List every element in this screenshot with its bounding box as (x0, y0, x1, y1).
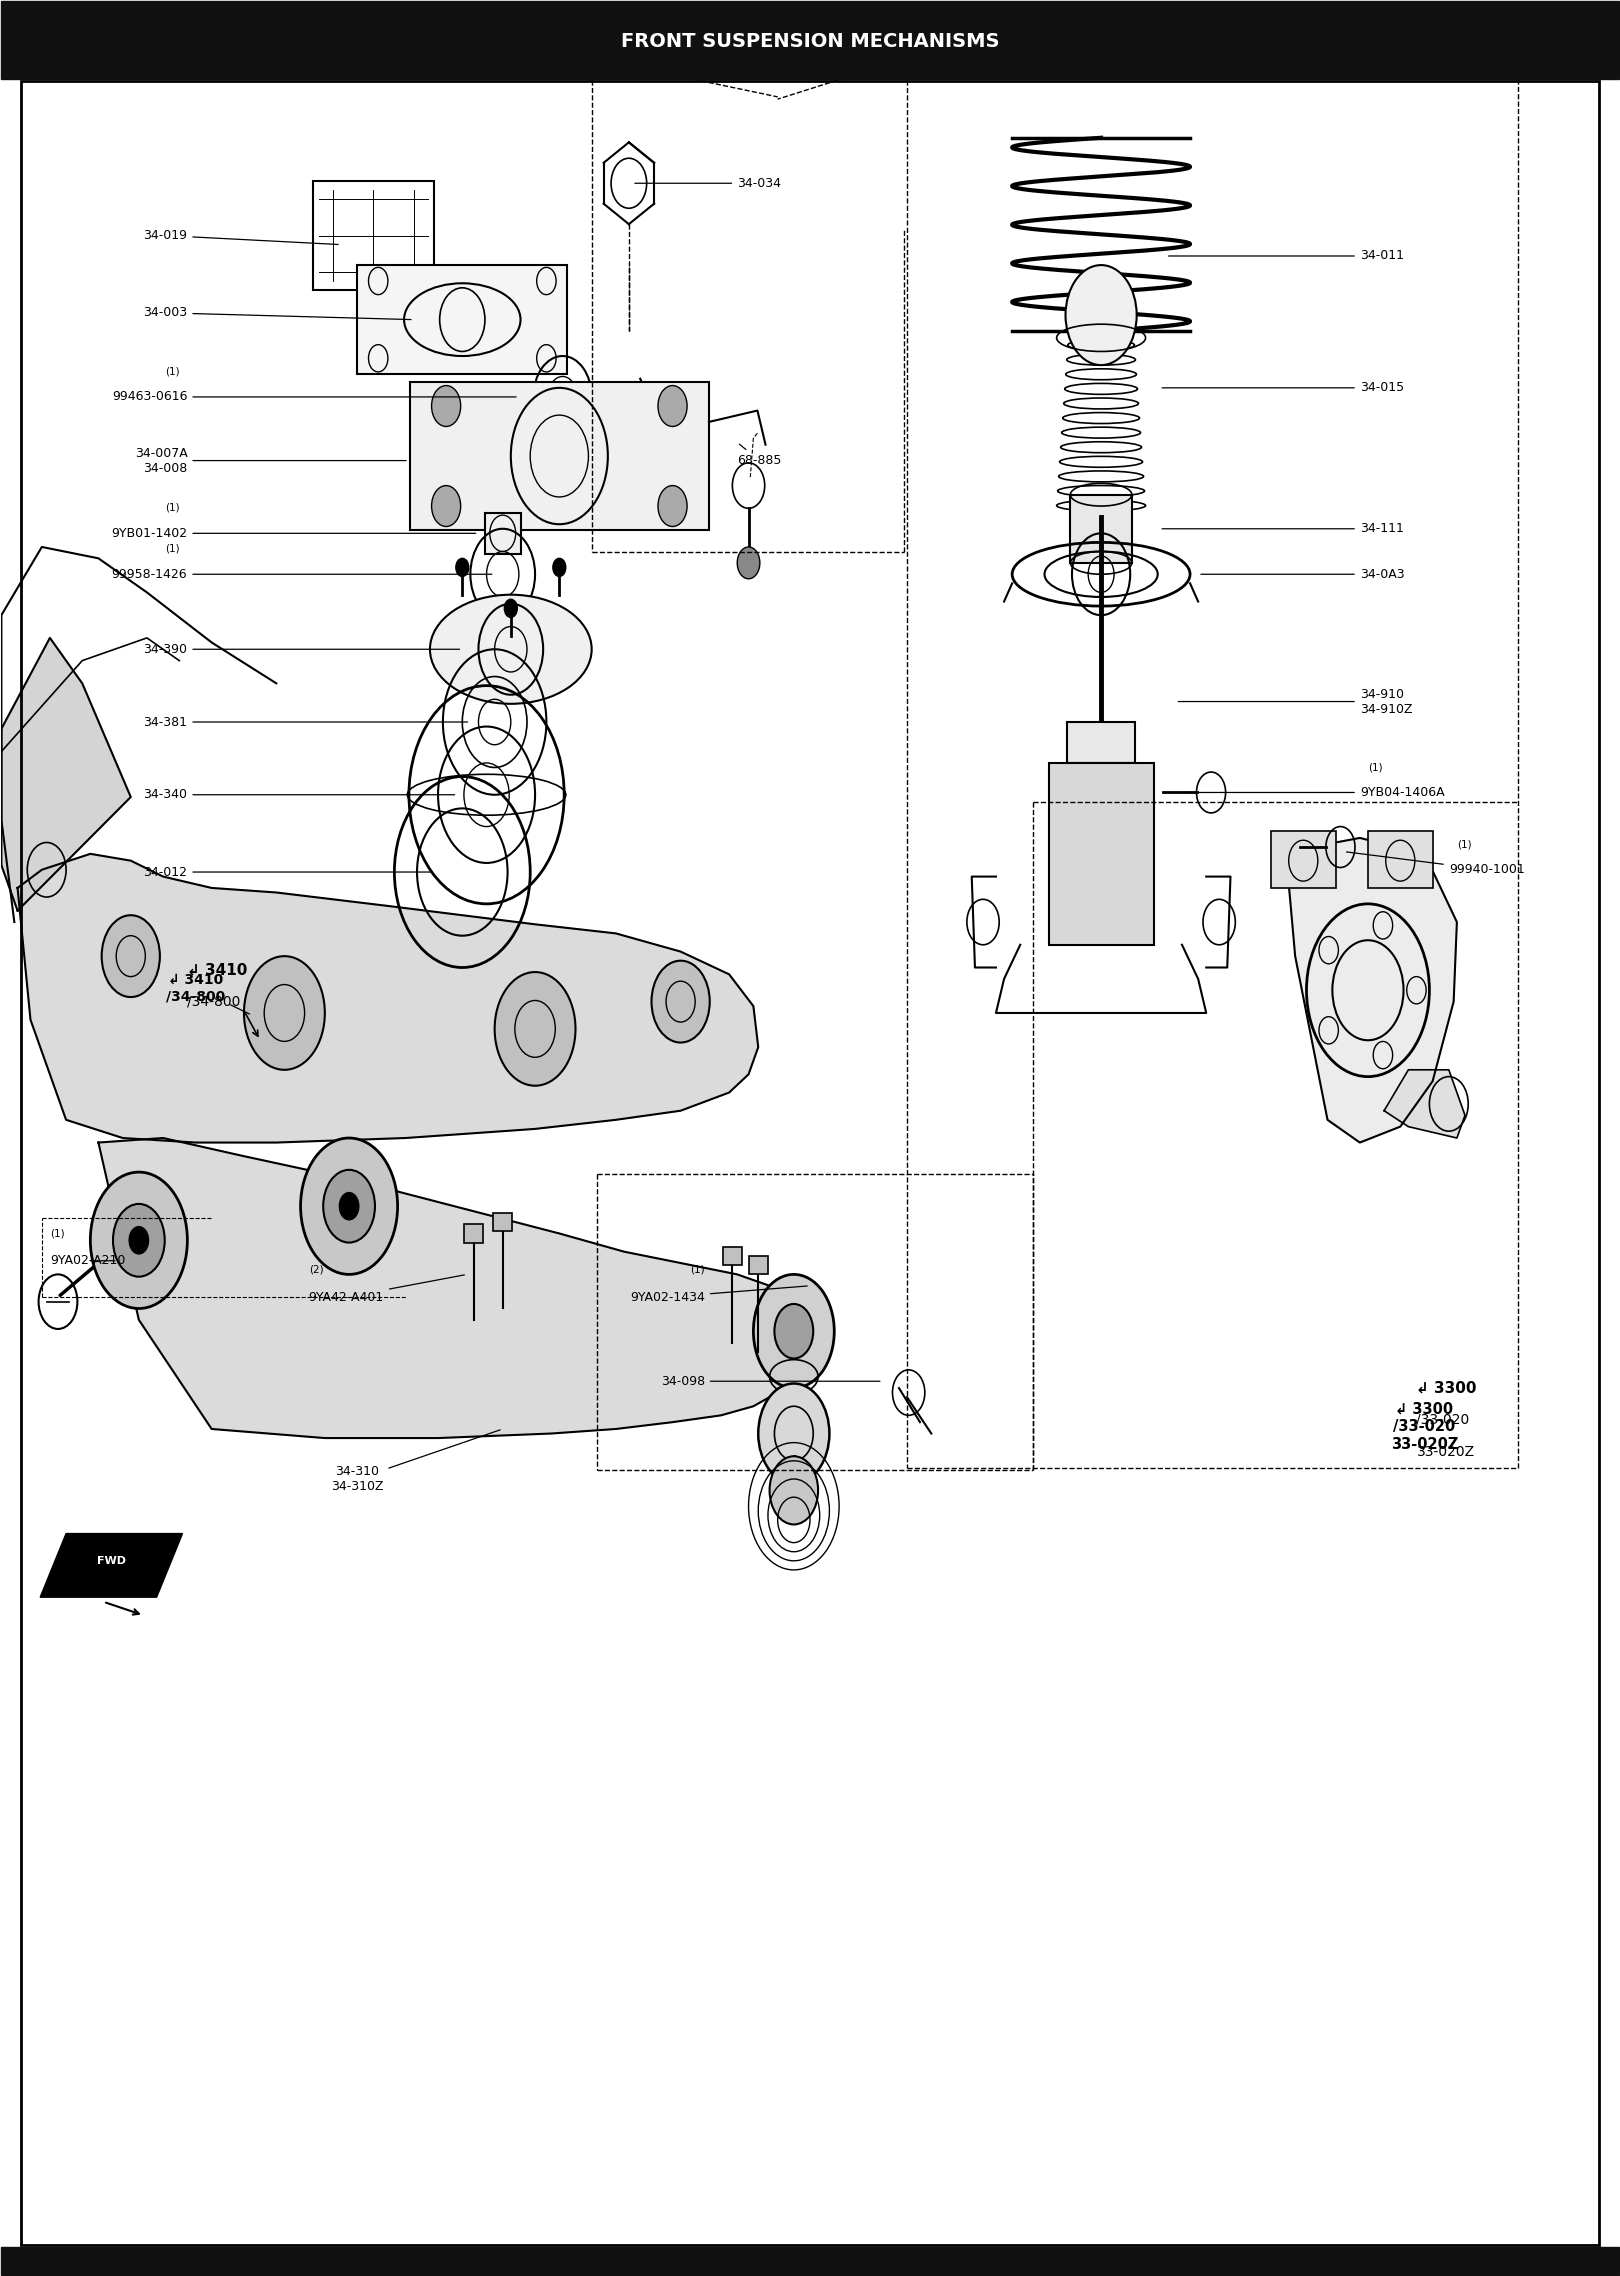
Text: (1): (1) (1367, 762, 1382, 772)
Text: 99463-0616: 99463-0616 (112, 391, 517, 403)
Text: 34-019: 34-019 (143, 230, 339, 244)
Text: /33-020: /33-020 (1416, 1413, 1469, 1427)
Text: (1): (1) (1456, 840, 1471, 849)
Polygon shape (18, 854, 758, 1143)
Text: ↲ 3300: ↲ 3300 (1416, 1382, 1477, 1395)
Text: ↲ 3300
/33-020
33-020Z: ↲ 3300 /33-020 33-020Z (1392, 1402, 1458, 1452)
Text: 9YA02-1434: 9YA02-1434 (630, 1286, 807, 1304)
Circle shape (504, 599, 517, 617)
Text: 34-340: 34-340 (143, 787, 455, 801)
Circle shape (758, 1384, 829, 1484)
Text: 9YA42-A401: 9YA42-A401 (309, 1275, 465, 1304)
Bar (748, 1256, 768, 1275)
Bar (463, 1224, 483, 1243)
Circle shape (431, 385, 460, 426)
Bar (313, 182, 434, 289)
Text: (1): (1) (165, 503, 180, 512)
Bar (2, 2246, 1618, 2274)
Bar (410, 382, 710, 530)
Text: 34-111: 34-111 (1162, 521, 1405, 535)
Polygon shape (99, 1138, 810, 1438)
Circle shape (301, 1138, 397, 1275)
Text: FRONT SUSPENSION MECHANISMS: FRONT SUSPENSION MECHANISMS (620, 32, 1000, 50)
Text: 34-910
34-910Z: 34-910 34-910Z (1178, 687, 1413, 715)
Text: /34-800: /34-800 (188, 995, 241, 1008)
Bar (723, 1247, 742, 1265)
Polygon shape (40, 1534, 183, 1598)
Bar (2, 2, 1618, 80)
Polygon shape (1286, 838, 1456, 1143)
Text: (1): (1) (50, 1229, 65, 1238)
Circle shape (102, 915, 160, 997)
Circle shape (113, 1204, 165, 1277)
Circle shape (431, 485, 460, 526)
Text: 34-015: 34-015 (1162, 382, 1405, 394)
Bar (1272, 831, 1335, 888)
Circle shape (91, 1172, 188, 1309)
Text: 9YB04-1406A: 9YB04-1406A (1184, 785, 1445, 799)
Text: 9YA02-A210: 9YA02-A210 (50, 1254, 125, 1268)
Text: (2): (2) (309, 1265, 324, 1275)
Circle shape (552, 558, 565, 576)
Text: 34-034: 34-034 (635, 178, 781, 189)
Text: ↲ 3410
/34-800: ↲ 3410 /34-800 (165, 972, 249, 1015)
Text: 33-020Z: 33-020Z (1416, 1445, 1474, 1459)
Circle shape (737, 546, 760, 578)
Circle shape (658, 485, 687, 526)
Text: 68-885: 68-885 (737, 444, 781, 467)
Text: 9YB01-1402: 9YB01-1402 (112, 526, 476, 539)
Circle shape (651, 960, 710, 1042)
Text: 34-012: 34-012 (143, 865, 433, 879)
Bar (484, 512, 520, 553)
Text: 34-098: 34-098 (661, 1375, 880, 1388)
Circle shape (494, 972, 575, 1086)
Circle shape (770, 1457, 818, 1525)
Bar (1367, 831, 1432, 888)
Circle shape (753, 1275, 834, 1388)
Text: (1): (1) (165, 544, 180, 553)
Bar (1048, 762, 1153, 945)
Text: 99958-1426: 99958-1426 (112, 567, 492, 580)
Circle shape (324, 1170, 374, 1243)
Circle shape (774, 1304, 813, 1359)
Text: 34-390: 34-390 (143, 642, 460, 655)
Circle shape (455, 558, 468, 576)
Text: 34-003: 34-003 (143, 307, 411, 319)
Circle shape (245, 956, 326, 1070)
Text: ↲ 3410: ↲ 3410 (188, 963, 248, 976)
Circle shape (339, 1193, 358, 1220)
Bar (1068, 721, 1136, 762)
Text: (1): (1) (690, 1265, 705, 1275)
Polygon shape (1383, 1070, 1464, 1138)
Text: 34-0A3: 34-0A3 (1200, 567, 1405, 580)
Polygon shape (2, 637, 131, 910)
Text: 34-381: 34-381 (143, 715, 468, 728)
Bar (492, 1213, 512, 1231)
Text: 34-007A
34-008: 34-007A 34-008 (134, 446, 407, 476)
Bar (356, 264, 567, 373)
Circle shape (130, 1227, 149, 1254)
Ellipse shape (429, 594, 591, 703)
Circle shape (1066, 264, 1137, 364)
Bar (1071, 494, 1132, 562)
Text: 99940-1001: 99940-1001 (1346, 851, 1524, 876)
Text: (1): (1) (165, 366, 180, 376)
Text: 34-310
34-310Z: 34-310 34-310Z (330, 1429, 501, 1493)
Text: FWD: FWD (97, 1557, 126, 1566)
Circle shape (658, 385, 687, 426)
Text: 34-011: 34-011 (1168, 250, 1405, 262)
